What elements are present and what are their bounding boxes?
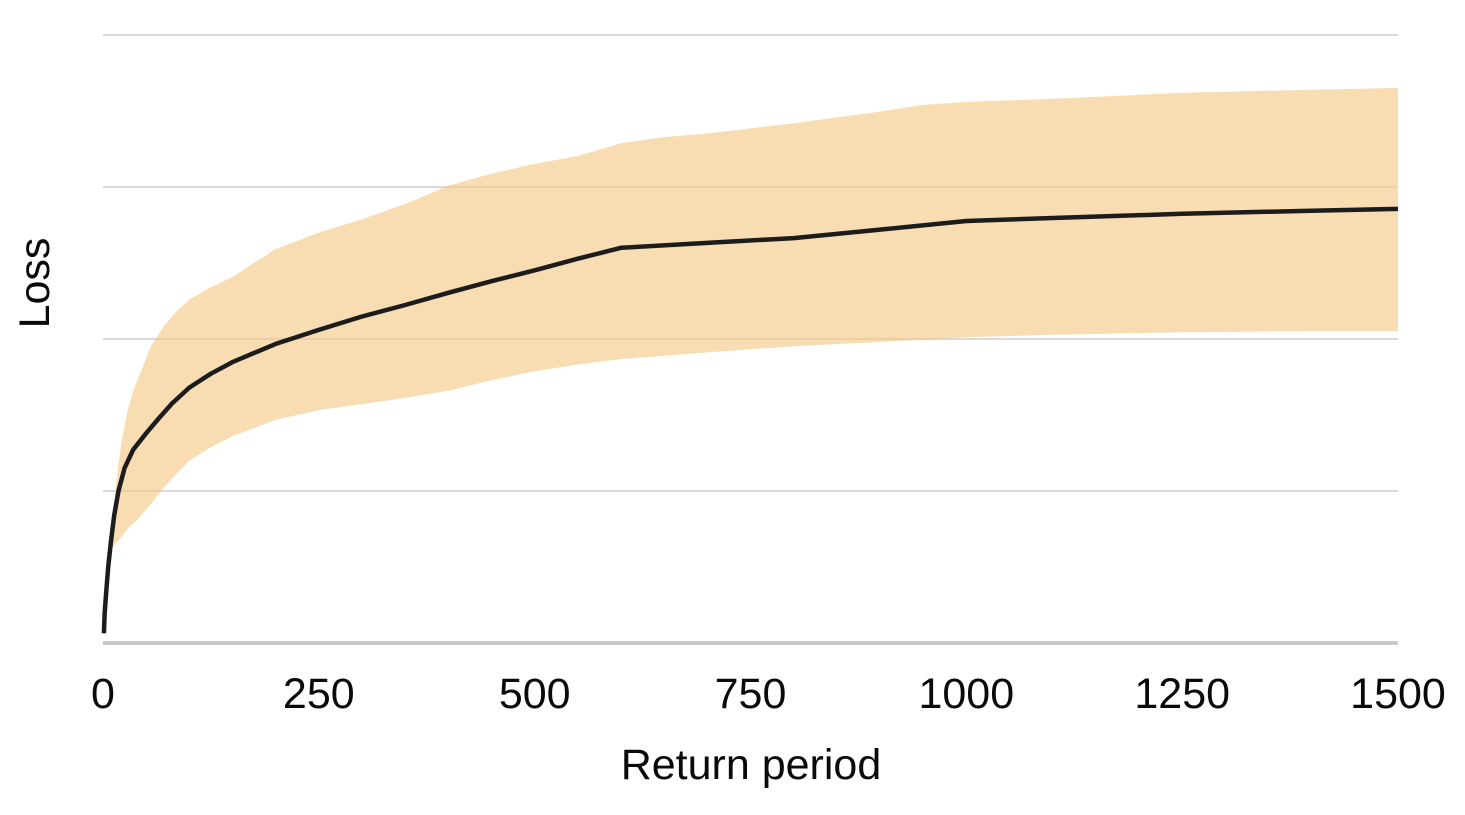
y-axis-title: Loss — [11, 238, 59, 329]
uncertainty-band-layer — [109, 87, 1398, 552]
mean-loss-curve — [101, 206, 1399, 634]
x-axis-title: Return period — [621, 741, 882, 789]
x-tick-label: 500 — [499, 670, 571, 718]
x-tick-label: 250 — [283, 670, 355, 718]
x-tick-label: 1000 — [918, 670, 1014, 718]
x-tick-labels: 0 250 500 750 1000 1250 1500 — [91, 670, 1446, 718]
x-tick-label: 750 — [715, 670, 787, 718]
loss-uncertainty-band — [109, 87, 1398, 552]
x-tick-label: 1500 — [1350, 670, 1446, 718]
x-tick-label: 0 — [91, 670, 115, 718]
x-tick-label: 1250 — [1134, 670, 1230, 718]
loss-curve-layer — [101, 206, 1399, 634]
